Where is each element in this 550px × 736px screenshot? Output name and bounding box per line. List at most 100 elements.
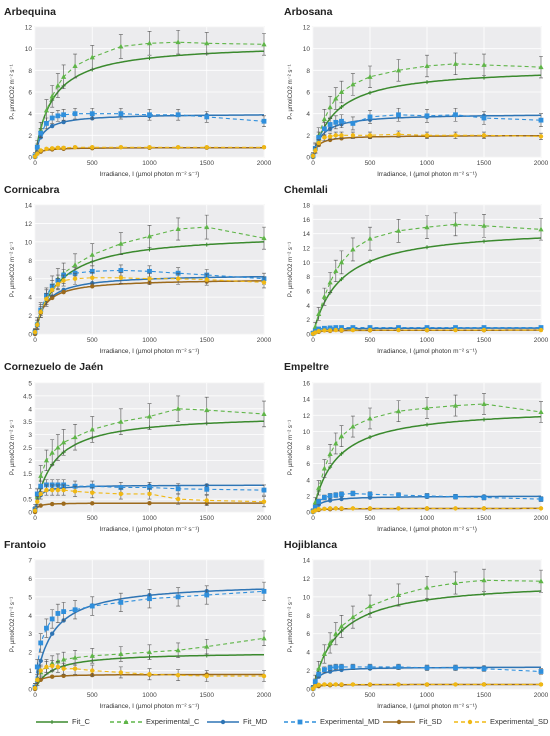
chart-chemlali-fit-c-marker (368, 259, 372, 264)
chart-cornicabra-experimental-sd-point (44, 296, 49, 302)
chart-cornicabra-fit-sd-marker (90, 284, 95, 289)
chart-hojiblanca: Hojiblanca 0 2 4 6 8 10 12 14 0 500 1000 1500 2000 Irr… (284, 539, 549, 710)
chart-arbequina-experimental-md-point (204, 114, 210, 120)
chart-arbequina-xlabel: Irradiance, I (µmol photon m⁻² s⁻¹) (100, 171, 200, 178)
chart-hojiblanca-experimental-sd-point (313, 684, 318, 689)
chart-arbequina-experimental-md-point (38, 130, 44, 136)
chart-cornicabra: Cornicabra 0 2 4 6 8 10 12 14 0 500 1000 1500 2000 Irr… (4, 184, 272, 355)
chart-cornezuelo-de-ja-n-ylabel: Pₙ µmolCO2 m⁻² s⁻¹ (10, 420, 16, 475)
chart-chemlali-fit-c-marker (482, 239, 486, 244)
chart-hojiblanca-experimental-sd-point (339, 682, 344, 687)
chart-arbequina-experimental-md-point (147, 112, 152, 118)
chart-hojiblanca-ytick: 12 (303, 576, 311, 583)
chart-empeltre-xtick: 2000 (534, 515, 549, 522)
chart-arbequina-experimental-sd-point (55, 145, 61, 150)
chart-cornezuelo-de-ja-n-experimental-sd-point (38, 491, 43, 497)
chart-chemlali-experimental-md-point (367, 325, 373, 330)
chart-arbosana-experimental-sd-point (424, 133, 430, 138)
chart-empeltre-xtick: 500 (365, 515, 376, 522)
chart-chemlali-experimental-sd-point (538, 327, 544, 333)
chart-cornezuelo-de-ja-n-xtick: 1000 (142, 515, 157, 522)
chart-cornezuelo-de-ja-n-xtick: 500 (87, 515, 98, 522)
chart-cornezuelo-de-ja-n-ytick: 1 (28, 484, 32, 491)
chart-hojiblanca-xtick: 500 (365, 692, 376, 699)
chart-cornicabra-xlabel: Irradiance, I (µmol photon m⁻² s⁻¹) (100, 348, 200, 355)
chart-cornicabra-xtick: 2000 (257, 337, 272, 344)
chart-empeltre-experimental-md-point (312, 504, 318, 510)
chart-cornezuelo-de-ja-n-experimental-c-point (175, 406, 181, 411)
chart-cornicabra-experimental-c-point (72, 262, 78, 267)
chart-frantoio-experimental-md-point (55, 611, 61, 616)
chart-arbosana-experimental-md-point (322, 126, 327, 132)
chart-empeltre-experimental-sd-point (367, 506, 373, 511)
chart-hojiblanca-title: Hojiblanca (284, 539, 337, 551)
chart-chemlali-experimental-c-point (481, 222, 487, 228)
chart-arbosana-xlabel: Irradiance, I (µmol photon m⁻² s⁻¹) (377, 171, 477, 178)
chart-hojiblanca-experimental-sd-point (333, 682, 338, 687)
chart-arbosana-experimental-c-point (395, 67, 402, 73)
chart-empeltre-experimental-c-point (333, 440, 339, 446)
chart-arbequina-experimental-c-point (89, 54, 95, 60)
chart-empeltre-experimental-sd-point (327, 506, 333, 511)
chart-arbosana-experimental-md-point (481, 115, 487, 121)
chart-hojiblanca-experimental-md-point (312, 679, 318, 685)
chart-frantoio-experimental-c-point (146, 649, 153, 655)
chart-hojiblanca-experimental-md-point (339, 664, 344, 670)
chart-hojiblanca-experimental-c-point (338, 623, 345, 629)
chart-arbequina-xtick: 1500 (200, 160, 215, 167)
chart-arbosana-experimental-md-point (396, 112, 401, 118)
chart-empeltre-experimental-sd-point (313, 508, 318, 513)
chart-cornezuelo-de-ja-n-experimental-md-point (118, 485, 124, 490)
chart-frantoio-experimental-sd-point (72, 666, 78, 671)
chart-arbosana-experimental-md-point (350, 121, 356, 126)
chart-cornezuelo-de-ja-n-experimental-sd-point (44, 487, 49, 493)
chart-hojiblanca-ytick: 0 (306, 687, 310, 694)
chart-arbequina-experimental-c-point (49, 93, 55, 99)
chart-chemlali-fit-c-marker (425, 245, 429, 250)
chart-empeltre-xtick: 1500 (477, 515, 492, 522)
chart-arbequina-ytick: 4 (28, 111, 32, 118)
chart-cornezuelo-de-ja-n-experimental-c-point (72, 434, 78, 440)
chart-hojiblanca-ytick: 10 (303, 594, 311, 601)
chart-empeltre-experimental-c-point (538, 409, 544, 415)
chart-arbosana-fit-c-marker (425, 80, 429, 85)
chart-arbosana-ytick: 6 (306, 90, 310, 97)
chart-arbosana-experimental-md-point (339, 118, 344, 124)
chart-arbequina-title: Arbequina (4, 6, 56, 18)
chart-chemlali-experimental-md-point (333, 325, 339, 330)
chart-arbequina-experimental-sd-point (72, 145, 78, 150)
chart-empeltre-experimental-md-point (367, 491, 373, 497)
chart-chemlali: Chemlali 0 2 4 6 8 10 12 14 16 18 0 500 1000 1500 2000 I… (284, 184, 549, 355)
chart-chemlali-experimental-md-point (424, 325, 430, 330)
chart-empeltre-experimental-c-point (338, 433, 345, 439)
chart-chemlali-experimental-c-point (338, 259, 345, 265)
chart-empeltre-experimental-sd-point (424, 506, 430, 511)
chart-cornicabra-xtick: 0 (33, 337, 37, 344)
chart-arbequina-ytick: 0 (28, 155, 32, 162)
chart-arbosana-fit-c-marker (368, 90, 372, 95)
chart-arbequina-xtick: 0 (33, 160, 37, 167)
chart-frantoio-xtick: 0 (33, 692, 37, 699)
chart-arbosana-experimental-md-point (538, 117, 544, 123)
chart-cornicabra-ytick: 12 (25, 221, 33, 228)
chart-chemlali-experimental-c-point (327, 279, 333, 285)
chart-chemlali-experimental-md-point (538, 325, 544, 330)
chart-empeltre-xlabel: Irradiance, I (µmol photon m⁻² s⁻¹) (377, 526, 477, 533)
chart-arbequina-experimental-md-line (35, 113, 265, 157)
chart-cornezuelo-de-ja-n-experimental-c-point (61, 439, 67, 445)
chart-arbequina-experimental-c-line (35, 41, 265, 157)
chart-arbequina-experimental-md-point (72, 111, 78, 117)
chart-arbequina-ytick: 10 (25, 46, 33, 53)
chart-empeltre-experimental-c-point (321, 465, 327, 471)
chart-cornezuelo-de-ja-n-experimental-md-point (261, 487, 267, 493)
chart-frantoio-experimental-sd-point (61, 666, 66, 671)
chart-frantoio-experimental-c-point (261, 635, 267, 641)
legend-label-fit-c: Fit_C (72, 717, 90, 726)
chart-chemlali-experimental-md-point (350, 325, 356, 330)
chart-arbequina-experimental-sd-point (49, 146, 55, 151)
chart-arbequina-ytick: 2 (28, 133, 32, 140)
chart-empeltre-experimental-c-point (481, 401, 487, 406)
chart-arbequina-experimental-c-point (204, 40, 210, 46)
chart-cornezuelo-de-ja-n-ytick: 2 (28, 458, 32, 465)
legend-label-exp-md: Experimental_MD (320, 717, 380, 726)
